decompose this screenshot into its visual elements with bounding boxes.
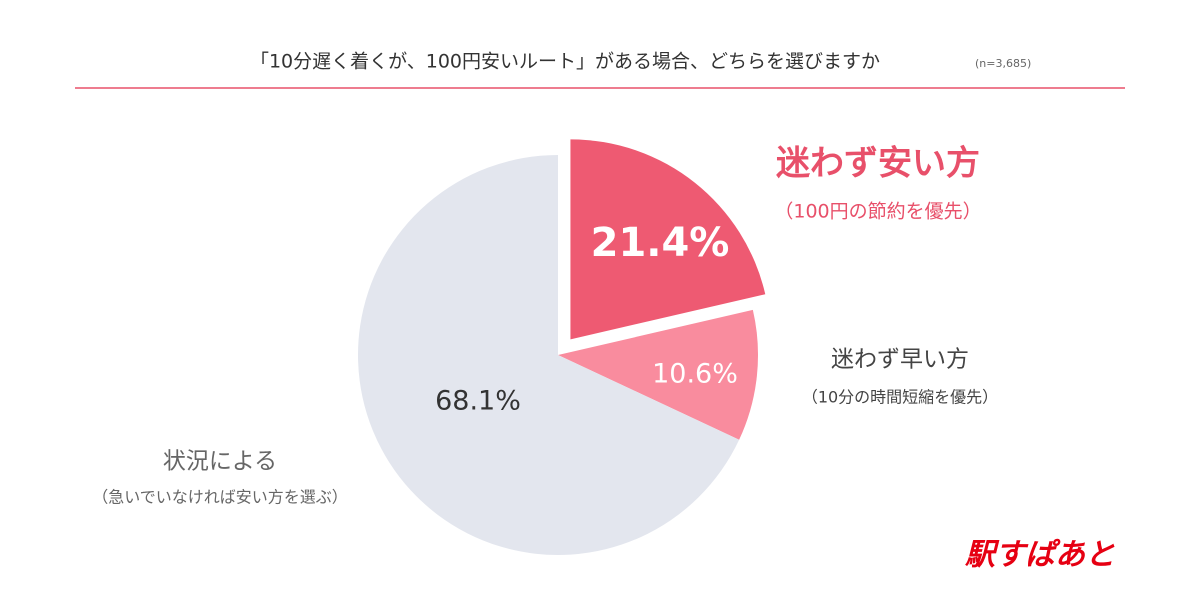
value-label: 21.4%: [591, 220, 730, 266]
chart-title: 「10分遅く着くが、100円安いルート」がある場合、どちらを選びますか: [250, 51, 880, 73]
value-label: 10.6%: [652, 359, 738, 390]
category-label: 状況による: [163, 449, 277, 475]
category-label: 迷わず安い方: [776, 144, 980, 184]
category-description: （10分の時間短縮を優先）: [802, 388, 998, 407]
category-description: （100円の節約を優先）: [774, 201, 981, 223]
pie-slice: [570, 139, 766, 340]
chart-subtitle: (n=3,685): [975, 57, 1031, 70]
pie-slice: [358, 155, 740, 555]
pie-slice: [558, 309, 758, 440]
brand-logo: 駅すぱあと: [965, 538, 1115, 573]
value-label: 68.1%: [435, 386, 521, 417]
category-label: 迷わず早い方: [831, 347, 969, 373]
category-description: （急いでいなければ安い方を選ぶ）: [92, 488, 348, 507]
